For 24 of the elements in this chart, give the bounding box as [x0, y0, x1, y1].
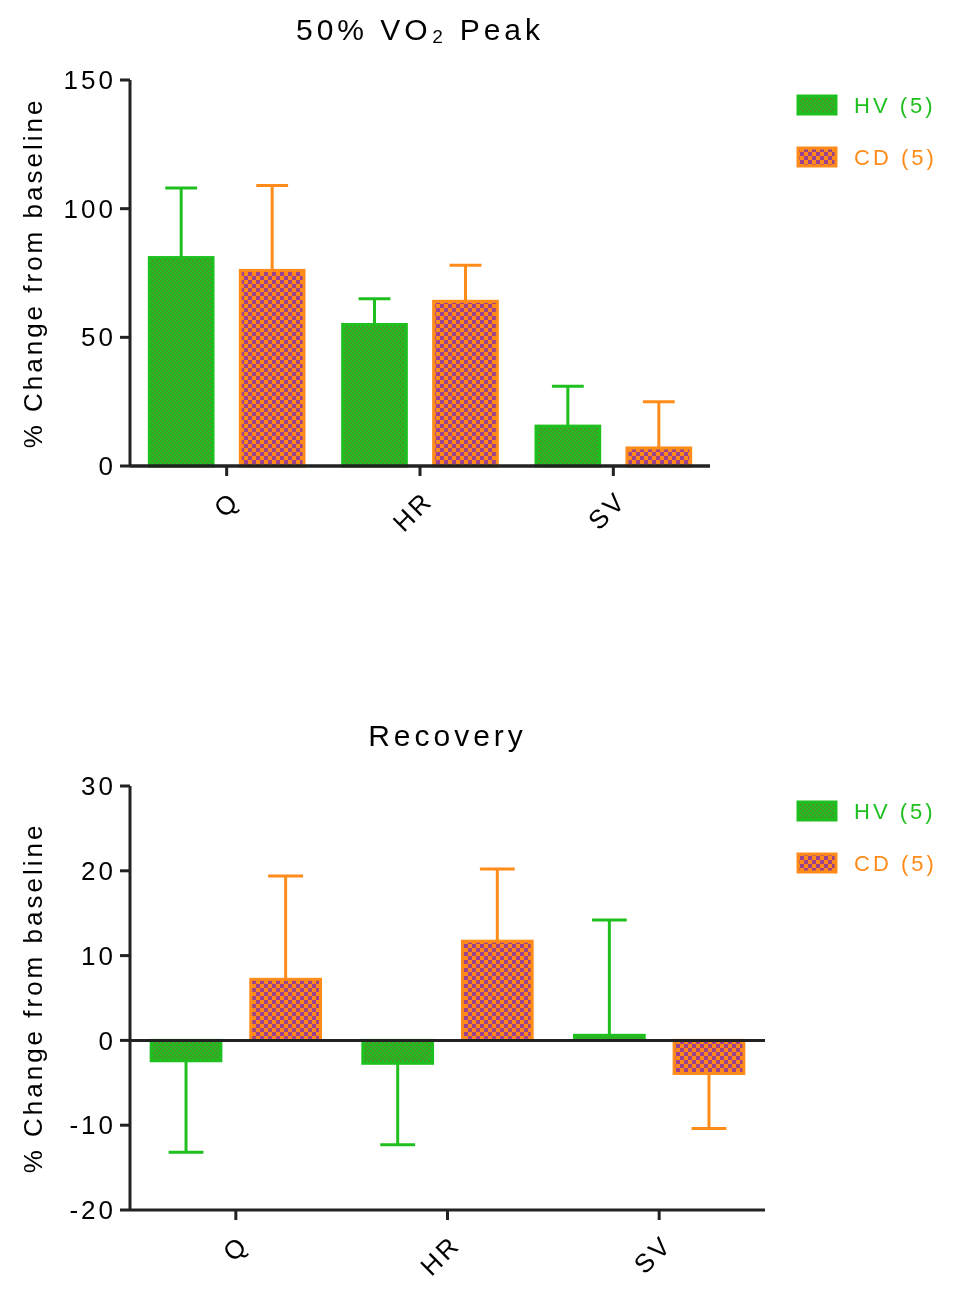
- chart-title: 50% VO₂ Peak: [295, 13, 545, 46]
- y-tick-label: 50: [81, 322, 116, 353]
- y-tick-label: 20: [81, 855, 116, 886]
- x-tick-label: SV: [582, 485, 633, 536]
- y-tick-label: 0: [98, 1025, 116, 1056]
- legend-label: CD (5): [854, 850, 937, 876]
- x-tick-label: SV: [627, 1229, 678, 1280]
- y-tick-label: 10: [81, 940, 116, 971]
- y-tick-label: 30: [81, 771, 116, 802]
- x-tick-label: Q: [207, 485, 246, 524]
- legend-label: HV (5): [854, 798, 936, 824]
- legend-label: HV (5): [854, 92, 936, 118]
- y-tick-label: -20: [69, 1195, 116, 1226]
- y-tick-label: -10: [69, 1110, 116, 1141]
- y-axis-title: % Change from baseline: [18, 822, 48, 1174]
- x-tick-label: Q: [216, 1229, 255, 1268]
- legend-label: CD (5): [854, 144, 937, 170]
- x-tick-label: HR: [386, 485, 439, 538]
- chart-title: Recovery: [368, 719, 527, 752]
- y-tick-label: 0: [98, 451, 116, 482]
- x-tick-label: HR: [414, 1229, 467, 1282]
- y-tick-label: 100: [63, 193, 116, 224]
- y-tick-label: 150: [63, 65, 116, 96]
- y-axis-title: % Change from baseline: [18, 97, 48, 449]
